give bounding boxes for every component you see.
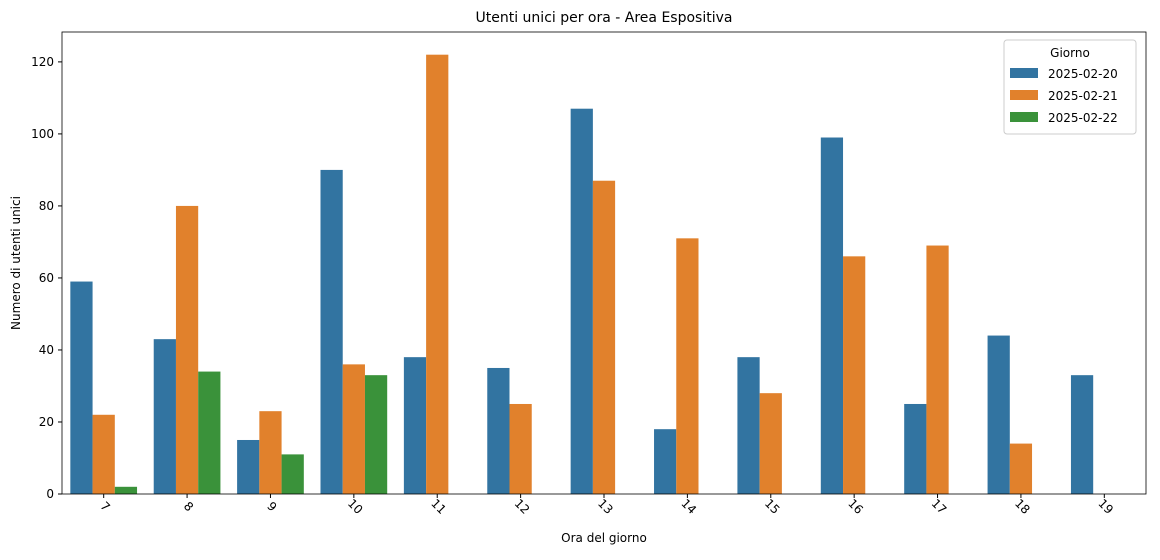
y-tick-label: 60 bbox=[39, 271, 54, 285]
bar bbox=[426, 54, 449, 495]
x-tick-label: 8 bbox=[181, 499, 196, 514]
y-tick-label: 0 bbox=[46, 487, 54, 501]
bar bbox=[487, 367, 510, 494]
bar bbox=[114, 486, 138, 494]
bar bbox=[676, 238, 699, 494]
x-axis-label: Ora del giorno bbox=[561, 531, 647, 545]
x-tick-label: 13 bbox=[595, 496, 616, 517]
bar bbox=[654, 429, 677, 494]
bar bbox=[987, 335, 1010, 494]
y-tick-label: 120 bbox=[31, 55, 54, 69]
bar bbox=[237, 439, 260, 494]
x-tick-label: 18 bbox=[1012, 496, 1033, 517]
bar bbox=[342, 364, 365, 494]
bar bbox=[1009, 443, 1033, 494]
bar bbox=[92, 414, 115, 494]
x-tick-label: 14 bbox=[678, 496, 699, 517]
y-tick-label: 20 bbox=[39, 415, 54, 429]
bar bbox=[153, 339, 176, 494]
bar bbox=[175, 205, 199, 494]
legend-label: 2025-02-22 bbox=[1048, 111, 1118, 125]
y-tick-label: 80 bbox=[39, 199, 54, 213]
bar bbox=[364, 375, 388, 494]
y-axis-label: Numero di utenti unici bbox=[9, 196, 23, 330]
x-tick-label: 9 bbox=[264, 499, 279, 514]
bar bbox=[570, 108, 593, 494]
legend-swatch bbox=[1010, 68, 1038, 78]
legend-label: 2025-02-20 bbox=[1048, 67, 1118, 81]
y-tick-label: 100 bbox=[31, 127, 54, 141]
bar bbox=[592, 180, 616, 494]
bar bbox=[198, 371, 221, 494]
x-tick-label: 11 bbox=[428, 496, 449, 517]
x-tick-label: 16 bbox=[845, 496, 866, 517]
legend-label: 2025-02-21 bbox=[1048, 89, 1118, 103]
bar bbox=[259, 411, 282, 494]
bar bbox=[926, 245, 949, 494]
x-tick-label: 19 bbox=[1095, 496, 1116, 517]
legend-title: Giorno bbox=[1050, 46, 1090, 60]
bar bbox=[904, 403, 927, 494]
bar bbox=[281, 454, 304, 494]
x-tick-label: 17 bbox=[929, 496, 950, 517]
legend-box bbox=[1003, 39, 1137, 135]
bar bbox=[1070, 375, 1094, 494]
y-tick-label: 40 bbox=[39, 343, 54, 357]
plot-frame bbox=[61, 31, 1147, 495]
chart-title: Utenti unici per ora - Area Espositiva bbox=[476, 10, 733, 26]
x-tick-label: 15 bbox=[762, 496, 783, 517]
x-tick-label: 10 bbox=[345, 496, 366, 517]
legend-swatch bbox=[1010, 90, 1038, 100]
legend-swatch bbox=[1010, 112, 1038, 122]
bar bbox=[509, 403, 532, 494]
bar bbox=[70, 281, 93, 494]
bar bbox=[320, 169, 343, 494]
bar bbox=[843, 256, 866, 494]
bar bbox=[737, 357, 760, 494]
x-tick-label: 12 bbox=[512, 496, 533, 517]
bar bbox=[759, 393, 782, 494]
bar bbox=[403, 357, 427, 494]
x-tick-label: 7 bbox=[97, 499, 112, 514]
bar bbox=[820, 137, 844, 495]
